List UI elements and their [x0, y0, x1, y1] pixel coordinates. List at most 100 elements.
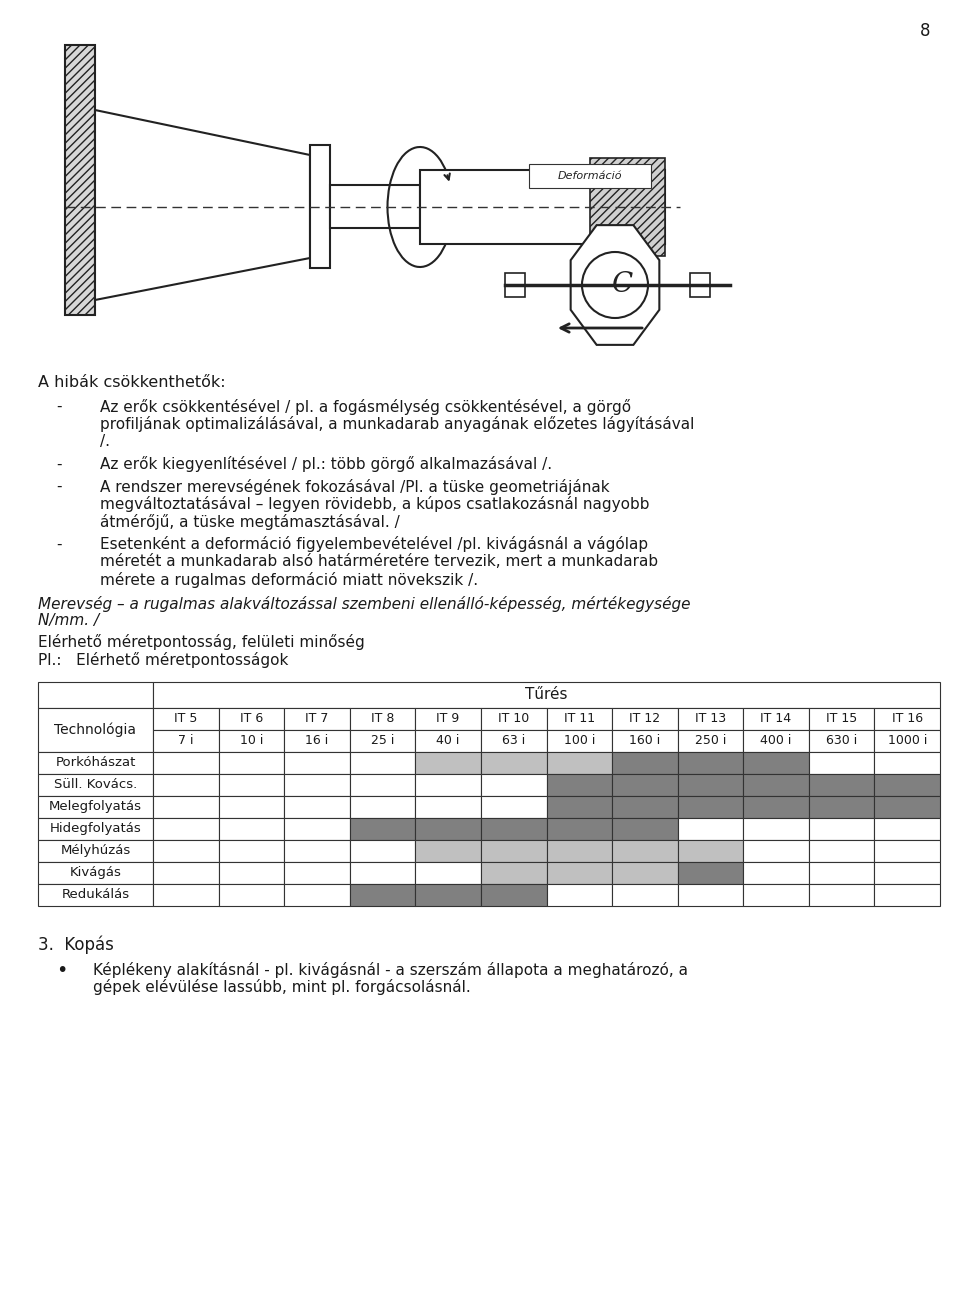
Text: Hidegfolyatás: Hidegfolyatás	[50, 822, 141, 835]
Text: Deformáció: Deformáció	[558, 171, 622, 181]
Bar	[809, 884, 875, 906]
Bar	[612, 840, 678, 862]
Bar	[153, 818, 219, 840]
Bar	[349, 708, 416, 730]
Bar	[349, 752, 416, 774]
Bar	[38, 862, 153, 884]
Bar	[416, 774, 481, 796]
Bar	[546, 752, 612, 774]
Bar	[612, 862, 678, 884]
Bar	[481, 730, 546, 752]
Text: A hibák csökkenthetők:: A hibák csökkenthetők:	[38, 375, 226, 389]
Polygon shape	[690, 273, 710, 298]
Bar	[612, 708, 678, 730]
Bar	[481, 840, 546, 862]
Text: IT 13: IT 13	[695, 712, 726, 725]
Bar	[678, 796, 743, 818]
Bar	[875, 884, 940, 906]
Bar	[349, 862, 416, 884]
Bar	[612, 730, 678, 752]
Text: Elérhető méretpontosság, felületi minőség: Elérhető méretpontosság, felületi minősé…	[38, 634, 365, 650]
Bar	[416, 818, 481, 840]
Bar	[678, 884, 743, 906]
Text: mérete a rugalmas deformáció miatt növekszik /.: mérete a rugalmas deformáció miatt növek…	[100, 572, 478, 587]
Bar	[416, 884, 481, 906]
Bar	[416, 752, 481, 774]
Bar	[875, 708, 940, 730]
Text: IT 10: IT 10	[498, 712, 529, 725]
Bar	[349, 818, 416, 840]
Text: 40 i: 40 i	[437, 734, 460, 747]
Bar	[153, 752, 219, 774]
Text: Tűrés: Tűrés	[525, 687, 567, 703]
Bar	[219, 730, 284, 752]
Text: A rendszer merevségének fokozásával /Pl. a tüske geometriájának: A rendszer merevségének fokozásával /Pl.…	[100, 479, 610, 496]
Bar	[219, 752, 284, 774]
Text: 160 i: 160 i	[629, 734, 660, 747]
Text: Technológia: Technológia	[55, 722, 136, 736]
Bar	[284, 752, 349, 774]
Text: 10 i: 10 i	[240, 734, 263, 747]
Text: 1000 i: 1000 i	[888, 734, 927, 747]
Bar	[612, 774, 678, 796]
Text: átmérőjű, a tüske megtámasztásával. /: átmérőjű, a tüske megtámasztásával. /	[100, 514, 399, 531]
Text: Kivágás: Kivágás	[69, 866, 121, 879]
Text: Porkóhászat: Porkóhászat	[56, 756, 135, 769]
Text: Melegfolyatás: Melegfolyatás	[49, 800, 142, 813]
Bar	[284, 818, 349, 840]
Bar	[284, 840, 349, 862]
Bar	[743, 708, 809, 730]
Text: -: -	[56, 479, 61, 494]
Bar	[809, 818, 875, 840]
Bar	[809, 840, 875, 862]
Bar	[743, 840, 809, 862]
Bar	[349, 884, 416, 906]
Bar	[38, 818, 153, 840]
Bar	[481, 862, 546, 884]
Bar	[875, 774, 940, 796]
Bar	[349, 796, 416, 818]
Bar	[38, 840, 153, 862]
Bar	[416, 862, 481, 884]
Polygon shape	[330, 185, 420, 228]
Bar	[284, 708, 349, 730]
Bar	[743, 730, 809, 752]
Bar	[219, 796, 284, 818]
Bar	[481, 818, 546, 840]
Bar	[219, 708, 284, 730]
Bar	[153, 730, 219, 752]
Bar	[153, 862, 219, 884]
Text: IT 9: IT 9	[437, 712, 460, 725]
Text: profiljának optimalizálásával, a munkadarab anyagának előzetes lágyításával: profiljának optimalizálásával, a munkada…	[100, 417, 694, 432]
Bar	[546, 884, 612, 906]
Text: 7 i: 7 i	[178, 734, 194, 747]
Bar	[875, 752, 940, 774]
Bar	[546, 796, 612, 818]
Text: N/mm. /: N/mm. /	[38, 613, 99, 629]
Bar	[612, 818, 678, 840]
Bar	[743, 818, 809, 840]
Text: IT 5: IT 5	[174, 712, 198, 725]
Bar	[743, 752, 809, 774]
Text: /.: /.	[100, 433, 110, 449]
Bar	[416, 796, 481, 818]
Text: megváltoztatásával – legyen rövidebb, a kúpos csatlakozásnál nagyobb: megváltoztatásával – legyen rövidebb, a …	[100, 497, 650, 512]
Bar	[809, 752, 875, 774]
Bar	[219, 862, 284, 884]
Bar	[349, 730, 416, 752]
Text: 250 i: 250 i	[695, 734, 726, 747]
Bar	[38, 796, 153, 818]
Bar	[809, 796, 875, 818]
Polygon shape	[420, 170, 665, 245]
Polygon shape	[570, 225, 660, 345]
Bar	[284, 730, 349, 752]
Text: gépek elévülése lassúbb, mint pl. forgácsolásnál.: gépek elévülése lassúbb, mint pl. forgác…	[93, 980, 470, 995]
Text: IT 8: IT 8	[371, 712, 395, 725]
Bar	[219, 774, 284, 796]
Bar	[481, 796, 546, 818]
Bar	[481, 884, 546, 906]
Text: IT 15: IT 15	[826, 712, 857, 725]
Bar	[153, 774, 219, 796]
Text: Redukálás: Redukálás	[61, 888, 130, 901]
Text: Esetenként a deformáció figyelembevételével /pl. kivágásnál a vágólap: Esetenként a deformáció figyelembevételé…	[100, 537, 648, 553]
